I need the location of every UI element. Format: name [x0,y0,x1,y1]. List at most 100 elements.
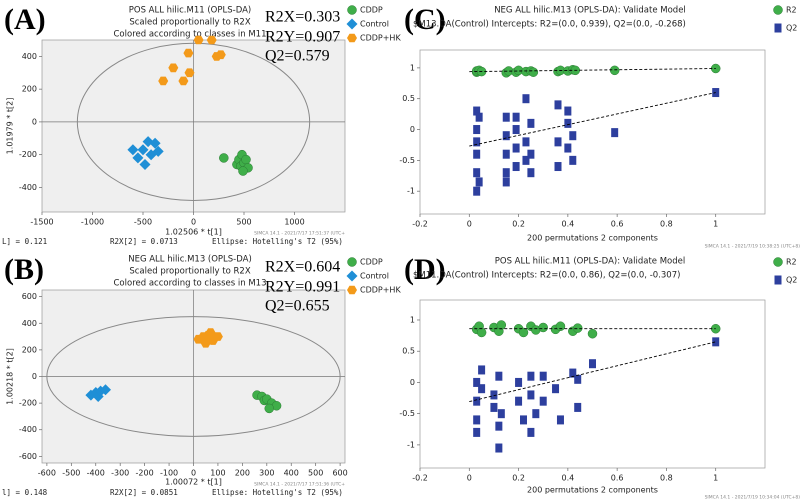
x-tick-label: 600 [332,469,347,478]
legend-marker [347,285,357,295]
y-tick-label: 1 [410,63,415,72]
x-tick-label: -1000 [81,218,104,227]
point [183,48,194,58]
y-tick-label: -600 [19,452,37,461]
intercept-line [469,92,716,147]
point [515,377,523,387]
y-tick-label: 200 [22,345,37,354]
x-tick-label: 0.4 [561,474,574,483]
legend-marker [774,275,782,285]
point [609,65,620,76]
legend-label: Control [360,272,389,281]
y-tick-label: 0 [32,372,37,381]
chart-title: POS ALL hilic.M11 (OPLS-DA) [129,6,251,16]
point [512,125,520,135]
model-stat: R2X=0.604 [265,259,340,276]
point [569,368,577,378]
legend-label: Control [360,20,389,29]
point [193,35,204,45]
intercept-line [469,68,716,73]
x-tick-label: 1000 [284,218,304,227]
y-tick-label: -200 [19,150,37,159]
chart-title: POS ALL hilic.M11 (OPLS-DA): Validate Mo… [495,257,686,267]
point [206,35,217,45]
legend-label: Q2 [786,24,797,33]
x-tick-label: -600 [38,469,56,478]
point [473,186,481,196]
point [475,112,483,122]
x-tick-label: -100 [160,469,178,478]
point [522,155,530,165]
y-tick-label: -400 [19,425,37,434]
x-tick-label: -400 [87,469,105,478]
x-tick-label: -500 [134,218,152,227]
x-tick-label: -200 [136,469,154,478]
point [473,377,481,387]
point [264,403,274,414]
point [473,125,481,135]
point [556,415,564,425]
point [496,320,507,330]
x-tick-label: 400 [284,469,299,478]
legend-marker [347,33,357,43]
point [552,384,560,394]
footer-text: Ellipse: Hotelling's T2 (95%) [212,237,343,246]
y-tick-label: -0.5 [399,409,415,418]
panel-label: (D) [404,253,446,286]
point [502,177,510,187]
legend-label: CDDP [360,258,383,267]
y-axis-label: 1.00218 * t[2] [6,348,15,405]
x-tick-label: -1500 [30,218,53,227]
x-tick-label: 300 [259,469,274,478]
point [564,118,572,128]
point [512,112,520,122]
point [527,427,535,437]
y-axis-label: 1.01979 * t[2] [6,98,15,155]
point [574,402,582,412]
legend-label: CDDP [360,6,383,15]
footer-text: L] = 0.121 [2,237,47,246]
x-tick-label: 0.6 [611,474,624,483]
point [587,328,598,339]
point [522,94,530,104]
point [152,145,164,157]
x-tick-label: 1 [713,220,718,229]
y-tick-label: 0.5 [402,347,415,356]
x-tick-label: 0.4 [561,220,574,229]
y-tick-label: 600 [22,292,37,301]
y-tick-label: 0.5 [402,94,415,103]
legend-marker [774,23,782,33]
chart-title: Scaled proportionally to R2X [129,18,250,28]
plot-area [419,49,766,215]
chart-title: NEG ALL hilic.M13 (OPLS-DA): Validate Mo… [494,6,686,16]
legend-label: R2 [786,258,797,267]
y-tick-label: -200 [19,399,37,408]
point [512,162,520,172]
x-tick-label: 0 [191,218,196,227]
chart-title: Colored according to classes in M11 [114,30,267,40]
y-tick-label: 0 [32,117,37,126]
point [473,149,481,159]
point [205,328,216,337]
hotelling-ellipse [76,42,311,202]
point [475,177,483,187]
point [502,131,510,141]
software-note: SIMCA 14.1 - 2021/7/17 17:51:37 (UTC+ [254,231,345,237]
point [158,76,169,86]
chart-title: Colored according to classes in M13 [114,279,267,289]
point [554,162,562,172]
chart-title: $M13.DA(Control) Intercepts: R2=(0.0, 0.… [413,20,686,30]
x-tick-label: 0.2 [512,474,525,483]
model-stat: R2Y=0.991 [265,279,340,296]
point [478,384,486,394]
legend-marker [773,257,783,267]
point [572,323,583,333]
point [502,149,510,159]
x-tick-label: 100 [210,469,225,478]
point [515,396,523,406]
x-tick-label: 0 [191,469,196,478]
legend-marker [773,5,783,15]
software-note: SIMCA 14.1 - 2021/7/19 10:38:25 (UTC+8) [705,244,801,250]
chart-title: NEG ALL hilic.M13 (OPLS-DA) [128,255,252,265]
